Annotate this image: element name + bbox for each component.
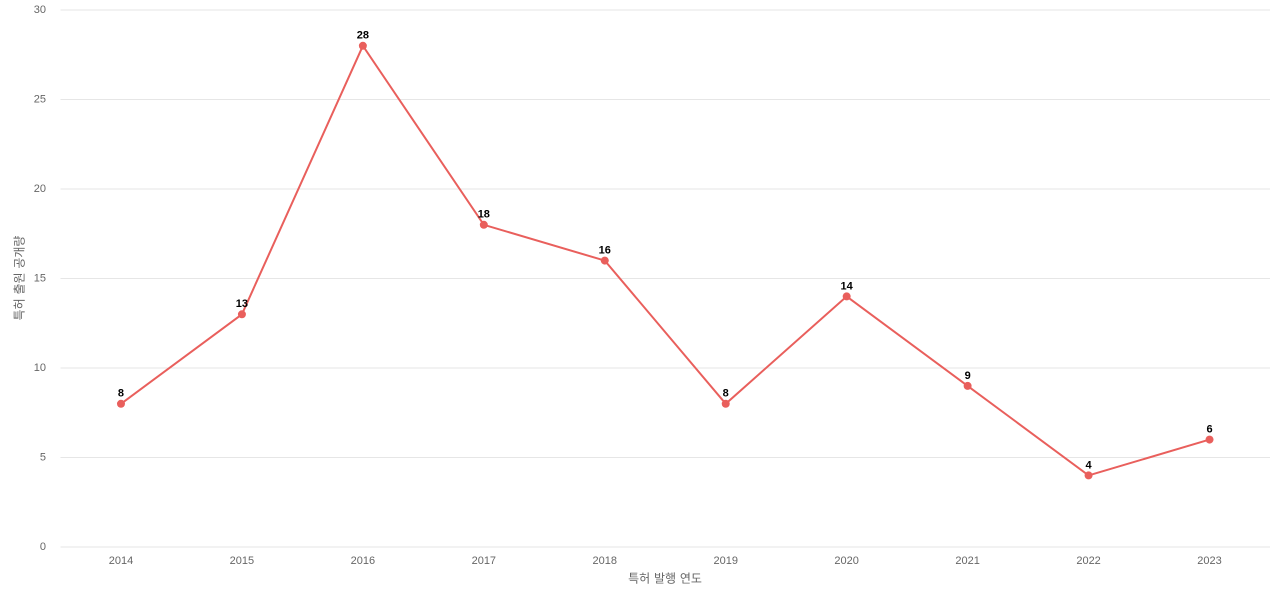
y-tick-label: 0 — [40, 541, 46, 553]
point — [600, 256, 609, 265]
x-tick-label: 2017 — [472, 555, 496, 567]
y-tick-label: 30 — [34, 4, 46, 16]
value-label: 4 — [1086, 459, 1093, 471]
value-label: 6 — [1206, 424, 1212, 436]
point — [237, 310, 246, 319]
y-tick-label: 20 — [34, 183, 46, 195]
y-tick-label: 10 — [34, 362, 46, 374]
point — [963, 381, 972, 390]
value-label: 16 — [599, 245, 611, 257]
x-tick-label: 2023 — [1197, 555, 1221, 567]
x-tick-label: 2016 — [351, 555, 375, 567]
x-tick-label: 2020 — [834, 555, 858, 567]
point — [721, 399, 730, 408]
x-tick-label: 2014 — [109, 555, 133, 567]
point — [358, 41, 367, 50]
y-tick-label: 15 — [34, 272, 46, 284]
x-tick-label: 2018 — [593, 555, 617, 567]
y-tick-label: 5 — [40, 451, 46, 463]
line — [120, 43, 1210, 477]
x-tick-label: 2015 — [230, 555, 254, 567]
point — [842, 292, 851, 301]
x-tick-label: 2021 — [955, 555, 979, 567]
point — [1084, 471, 1093, 480]
value-label: 28 — [357, 30, 369, 42]
y-tick-label: 25 — [34, 93, 46, 105]
value-label: 18 — [478, 209, 490, 221]
x-tick-label: 2022 — [1076, 555, 1100, 567]
point — [116, 399, 125, 408]
value-label: 14 — [841, 280, 854, 292]
point — [1205, 435, 1214, 444]
point — [479, 220, 488, 229]
y-axis-title: 특허 출원 공개량 — [13, 236, 27, 321]
value-label: 8 — [118, 388, 124, 400]
value-label: 13 — [236, 298, 248, 310]
value-label: 9 — [965, 370, 971, 382]
value-label: 8 — [723, 388, 729, 400]
x-tick-label: 2019 — [713, 555, 737, 567]
x-axis-title: 특허 발행 연도 — [628, 571, 702, 586]
